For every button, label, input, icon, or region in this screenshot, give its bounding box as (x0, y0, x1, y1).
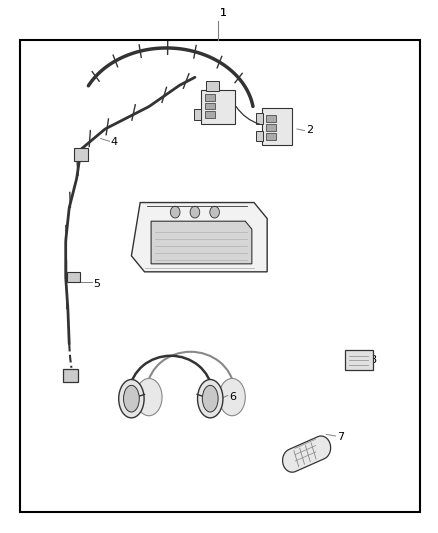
FancyBboxPatch shape (262, 108, 292, 145)
Polygon shape (151, 221, 252, 264)
Text: 5: 5 (93, 279, 100, 288)
Polygon shape (256, 131, 263, 141)
FancyBboxPatch shape (63, 369, 78, 382)
FancyBboxPatch shape (205, 111, 215, 118)
Ellipse shape (124, 385, 139, 412)
FancyBboxPatch shape (20, 40, 420, 512)
Ellipse shape (202, 385, 218, 412)
Circle shape (210, 206, 219, 218)
FancyBboxPatch shape (345, 350, 373, 370)
Polygon shape (283, 436, 331, 472)
Text: 1: 1 (220, 8, 227, 18)
Circle shape (190, 206, 200, 218)
Text: 7: 7 (337, 432, 344, 442)
FancyBboxPatch shape (74, 148, 88, 161)
FancyBboxPatch shape (266, 124, 276, 131)
FancyBboxPatch shape (205, 94, 215, 101)
FancyBboxPatch shape (205, 103, 215, 109)
Text: 6: 6 (229, 392, 236, 401)
Circle shape (170, 206, 180, 218)
Polygon shape (256, 113, 263, 124)
Text: 1: 1 (220, 8, 227, 18)
Ellipse shape (219, 378, 245, 416)
Polygon shape (194, 109, 201, 120)
FancyBboxPatch shape (201, 90, 235, 124)
Polygon shape (131, 203, 267, 272)
Ellipse shape (119, 379, 144, 418)
Text: 2: 2 (306, 125, 313, 134)
Ellipse shape (198, 379, 223, 418)
Text: 3: 3 (238, 231, 245, 240)
Text: 4: 4 (111, 138, 118, 147)
FancyBboxPatch shape (67, 272, 80, 282)
Ellipse shape (136, 378, 162, 416)
Text: 8: 8 (369, 355, 376, 365)
FancyBboxPatch shape (266, 115, 276, 122)
Polygon shape (206, 81, 219, 91)
FancyBboxPatch shape (266, 133, 276, 140)
